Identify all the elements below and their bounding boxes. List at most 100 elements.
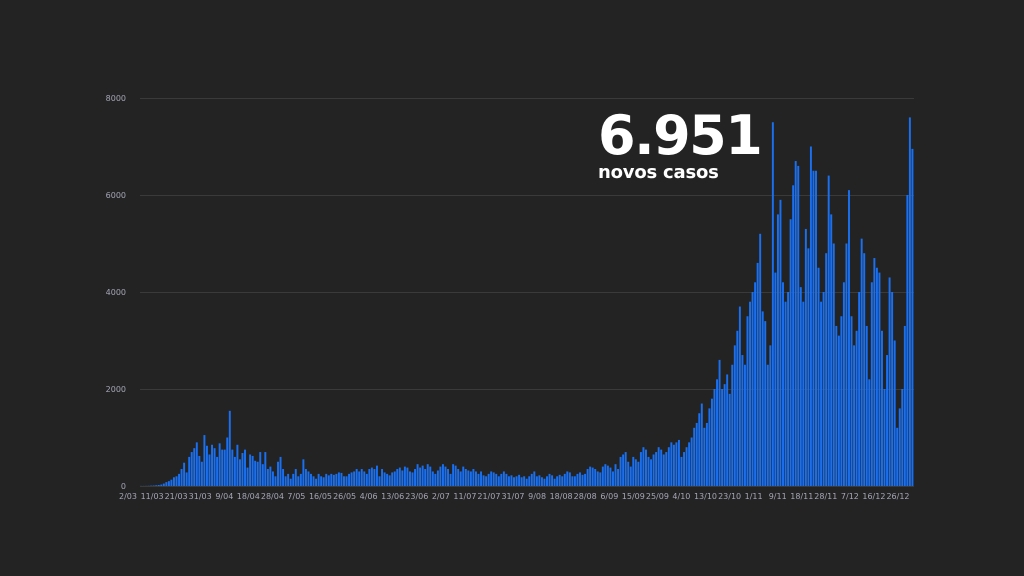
x-tick-label: 11/07 xyxy=(453,492,476,501)
bar xyxy=(221,449,224,487)
bar xyxy=(368,469,371,486)
bar xyxy=(738,306,741,486)
bar xyxy=(231,449,234,487)
bar xyxy=(256,461,259,486)
bar xyxy=(589,466,592,486)
headline-label: novos casos xyxy=(598,162,719,183)
bar xyxy=(571,476,574,486)
bar xyxy=(601,466,604,486)
bar xyxy=(815,170,817,486)
bar xyxy=(340,472,343,486)
bar xyxy=(794,161,797,487)
bar xyxy=(480,471,482,486)
bar xyxy=(677,439,680,486)
bar xyxy=(513,477,515,486)
bar xyxy=(216,456,219,486)
bar xyxy=(299,473,302,487)
bar xyxy=(647,456,650,486)
bar xyxy=(710,398,713,486)
bar xyxy=(160,484,163,486)
bar xyxy=(172,477,175,486)
bar xyxy=(832,243,835,486)
bar xyxy=(434,473,437,487)
bar xyxy=(289,478,292,486)
bar xyxy=(903,325,906,486)
bar xyxy=(655,452,658,486)
bar xyxy=(911,148,914,486)
bar xyxy=(675,442,678,486)
bar xyxy=(185,472,188,486)
bar xyxy=(726,374,729,486)
bar xyxy=(223,449,226,487)
bar xyxy=(515,476,518,486)
x-tick-label: 9/11 xyxy=(769,492,787,501)
bar xyxy=(162,483,165,486)
bar xyxy=(657,447,660,486)
bar xyxy=(845,243,848,486)
bar xyxy=(403,466,406,486)
bar xyxy=(848,190,850,486)
bar xyxy=(353,471,356,486)
bar xyxy=(721,389,724,486)
bar xyxy=(540,477,543,486)
bar xyxy=(208,454,211,486)
bar xyxy=(792,185,795,487)
bar xyxy=(693,427,696,486)
bar xyxy=(200,461,203,486)
bar xyxy=(878,272,881,486)
x-tick-label: 18/04 xyxy=(237,492,260,501)
bar xyxy=(799,287,802,486)
bar xyxy=(398,467,401,486)
bar xyxy=(645,449,647,487)
bar xyxy=(497,476,500,486)
x-tick-label: 4/06 xyxy=(360,492,378,501)
bar xyxy=(761,311,764,486)
bar xyxy=(705,422,708,486)
bar xyxy=(386,473,389,487)
bar xyxy=(520,477,523,486)
bar xyxy=(759,233,762,486)
bar xyxy=(685,447,688,486)
bar xyxy=(609,467,612,486)
x-tick-label: 9/08 xyxy=(528,492,546,501)
bar xyxy=(459,471,462,486)
bar xyxy=(830,214,833,486)
x-tick-label: 4/10 xyxy=(672,492,690,501)
bar xyxy=(441,464,444,486)
y-tick-label: 4000 xyxy=(106,288,126,297)
x-axis-tick-labels: 2/03 11/03 21/03 31/03 9/04 18/04 28/04 7/05 16/… xyxy=(119,492,910,501)
x-tick-label: 13/10 xyxy=(694,492,717,501)
bar xyxy=(269,466,272,486)
bar xyxy=(733,345,736,486)
bar xyxy=(525,478,528,486)
x-tick-label: 31/07 xyxy=(501,492,524,501)
bar xyxy=(198,455,201,486)
x-tick-label: 16/12 xyxy=(862,492,885,501)
x-tick-label: 2/07 xyxy=(432,492,450,501)
bar xyxy=(236,444,239,486)
bar xyxy=(634,459,637,486)
bar xyxy=(784,301,787,486)
bar xyxy=(167,481,170,486)
bar xyxy=(591,467,594,486)
bar xyxy=(205,445,208,486)
x-tick-label: 28/04 xyxy=(261,492,284,501)
bar xyxy=(211,444,213,486)
y-tick-label: 0 xyxy=(121,482,126,491)
bar xyxy=(533,471,536,486)
bar xyxy=(304,469,307,486)
bar xyxy=(345,476,348,486)
bar xyxy=(535,476,538,486)
bar xyxy=(307,471,310,486)
bar xyxy=(213,448,216,486)
x-tick-label: 1/11 xyxy=(745,492,763,501)
bar xyxy=(266,469,269,486)
bar xyxy=(406,467,409,486)
bar xyxy=(896,427,899,486)
bar xyxy=(436,470,439,486)
bar xyxy=(528,476,531,486)
bar xyxy=(736,330,739,486)
bar xyxy=(246,467,249,486)
bar xyxy=(482,475,485,486)
bar xyxy=(606,465,609,486)
